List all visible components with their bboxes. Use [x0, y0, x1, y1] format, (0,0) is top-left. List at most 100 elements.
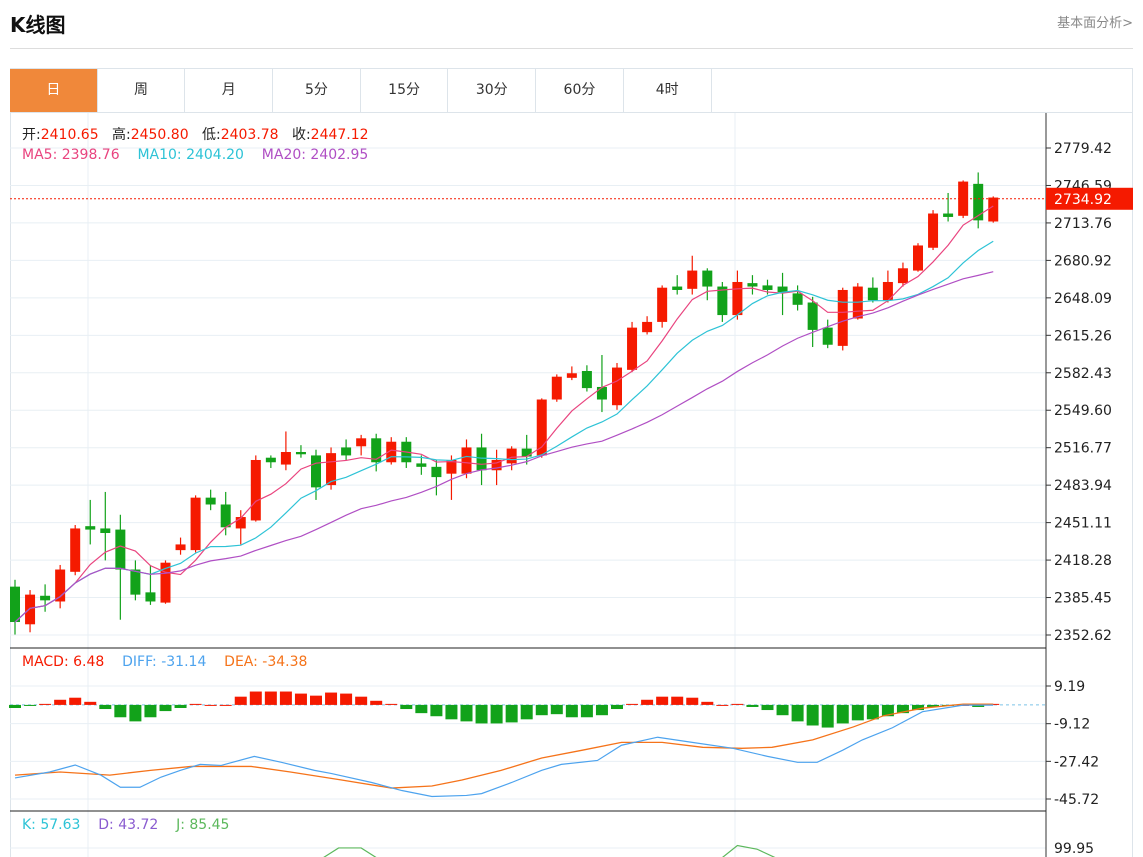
tab-day[interactable]: 日: [10, 69, 98, 112]
k-value: K: 57.63: [22, 817, 81, 833]
tab-4hour[interactable]: 4时: [624, 69, 712, 112]
tab-5min[interactable]: 5分: [273, 69, 361, 112]
high-value: 2450.80: [130, 127, 189, 143]
candle-up: [55, 569, 66, 602]
candle-up: [491, 459, 502, 471]
macd-bar-negative: [144, 704, 157, 718]
candle-up: [235, 517, 246, 529]
candle-down: [596, 386, 607, 400]
macd-bar-positive: [325, 692, 338, 705]
price-tick-label: 2352.62: [1054, 628, 1112, 644]
macd-bar-negative: [430, 704, 443, 717]
macd-bar-negative: [881, 704, 894, 717]
tab-divider: [10, 112, 1133, 113]
d-value: D: 43.72: [98, 817, 159, 833]
divider: [10, 48, 1133, 49]
macd-value: MACD: 6.48: [22, 654, 105, 670]
macd-bar-negative: [400, 704, 413, 710]
candle-down: [807, 302, 818, 330]
period-tabs: 日 周 月 5分 15分 30分 60分 4时: [10, 69, 712, 112]
macd-bar-positive: [264, 691, 277, 705]
candle-down: [416, 463, 427, 467]
macd-bar-negative: [972, 704, 985, 707]
tab-week[interactable]: 周: [98, 69, 186, 112]
candle-down: [581, 370, 592, 389]
macd-bar-positive: [234, 696, 247, 705]
price-tick-label: 2680.92: [1054, 253, 1112, 269]
price-tick-label: 2615.26: [1054, 328, 1112, 344]
price-tick-label: 2451.11: [1054, 516, 1112, 532]
candle-down: [295, 451, 306, 455]
macd-bar-positive: [641, 699, 654, 705]
candle-up: [326, 453, 337, 486]
candle-up: [882, 281, 893, 301]
candle-down: [747, 283, 758, 287]
fundamental-analysis-link[interactable]: 基本面分析>: [1057, 16, 1133, 31]
dea-line: [14, 703, 994, 789]
candle-up: [627, 327, 638, 370]
macd-bar-negative: [836, 704, 849, 724]
candle-up: [386, 441, 397, 463]
candle-down: [130, 569, 141, 595]
price-tick-label: 2385.45: [1054, 591, 1112, 607]
ma5-line: [14, 205, 994, 623]
macd-bar-positive: [54, 699, 67, 705]
macd-bar-negative: [580, 704, 593, 718]
macd-bar-negative: [761, 704, 774, 711]
price-tick-label: 2483.94: [1054, 478, 1112, 494]
candle-up: [175, 544, 186, 551]
macd-legend: MACD: 6.48 DIFF: -31.14 DEA: -34.38: [22, 654, 307, 670]
macd-bar-positive: [731, 703, 744, 705]
macd-tick-label: -9.12: [1054, 717, 1090, 733]
macd-bar-negative: [806, 704, 819, 726]
last-price-label: 2734.92: [1054, 192, 1112, 208]
macd-bar-positive: [656, 696, 669, 705]
macd-bar-negative: [415, 704, 428, 714]
tab-60min[interactable]: 60分: [536, 69, 624, 112]
price-tick-label: 2516.77: [1054, 441, 1112, 457]
candle-down: [867, 287, 878, 301]
macd-bar-negative: [24, 704, 37, 706]
candle-up: [280, 451, 291, 465]
candle-up: [657, 287, 668, 322]
j-line: [722, 844, 776, 857]
candle-down: [973, 183, 984, 221]
candle-down: [672, 286, 683, 290]
candle-down: [431, 466, 442, 478]
candle-down: [521, 448, 532, 457]
macd-bar-negative: [595, 704, 608, 716]
ma20-value: MA20: 2402.95: [261, 147, 369, 163]
candle-up: [732, 281, 743, 316]
candle-down: [777, 286, 788, 293]
macd-bar-positive: [370, 700, 383, 705]
tab-30min[interactable]: 30分: [448, 69, 537, 112]
candle-down: [40, 595, 51, 601]
open-label: 开:: [22, 127, 41, 143]
candle-up: [837, 289, 848, 346]
macd-bar-negative: [927, 704, 940, 707]
candle-down: [792, 293, 803, 305]
macd-bar-negative: [776, 704, 789, 716]
macd-bar-positive: [355, 696, 368, 705]
candle-down: [943, 213, 954, 217]
candle-up: [160, 562, 171, 603]
price-tick-label: 2779.42: [1054, 141, 1112, 157]
tab-month[interactable]: 月: [185, 69, 274, 112]
candle-down: [205, 497, 216, 505]
macd-bar-positive: [385, 703, 398, 705]
page-title: K线图: [10, 13, 66, 37]
candle-up: [190, 497, 201, 551]
macd-bar-negative: [550, 704, 563, 715]
macd-bar-negative: [445, 704, 458, 720]
candle-up: [897, 268, 908, 284]
candle-down: [265, 457, 276, 463]
macd-bar-positive: [686, 697, 699, 705]
candle-up: [506, 448, 517, 464]
low-value: 2403.78: [220, 127, 279, 143]
tab-15min[interactable]: 15分: [361, 69, 449, 112]
j-value: J: 85.45: [176, 817, 230, 833]
macd-bar-negative: [159, 704, 172, 712]
candle-up: [250, 459, 261, 521]
macd-bar-negative: [114, 704, 127, 718]
